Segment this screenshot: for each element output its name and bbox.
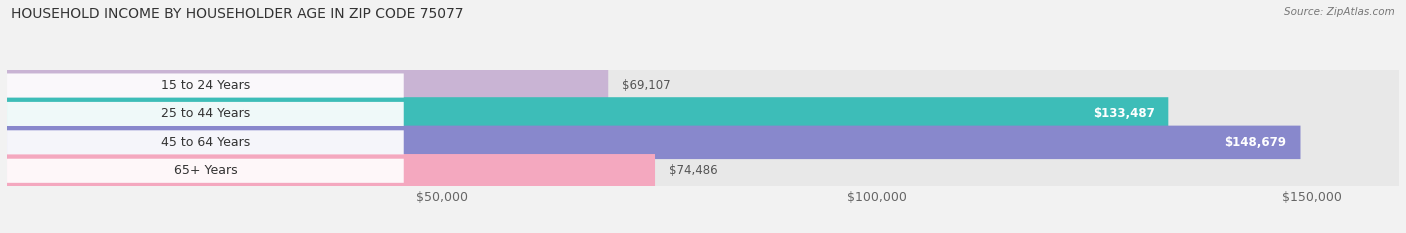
Text: $69,107: $69,107 — [621, 79, 671, 92]
FancyBboxPatch shape — [7, 154, 1399, 188]
FancyBboxPatch shape — [7, 102, 404, 126]
FancyBboxPatch shape — [7, 126, 1399, 159]
Text: 15 to 24 Years: 15 to 24 Years — [160, 79, 250, 92]
FancyBboxPatch shape — [7, 154, 655, 188]
FancyBboxPatch shape — [7, 97, 1399, 131]
Text: $74,486: $74,486 — [669, 164, 717, 177]
Text: 25 to 44 Years: 25 to 44 Years — [160, 107, 250, 120]
FancyBboxPatch shape — [7, 73, 404, 98]
FancyBboxPatch shape — [7, 69, 609, 102]
Text: HOUSEHOLD INCOME BY HOUSEHOLDER AGE IN ZIP CODE 75077: HOUSEHOLD INCOME BY HOUSEHOLDER AGE IN Z… — [11, 7, 464, 21]
FancyBboxPatch shape — [7, 97, 1168, 131]
FancyBboxPatch shape — [7, 69, 1399, 102]
Text: 45 to 64 Years: 45 to 64 Years — [160, 136, 250, 149]
FancyBboxPatch shape — [7, 159, 404, 183]
FancyBboxPatch shape — [7, 130, 404, 154]
Text: Source: ZipAtlas.com: Source: ZipAtlas.com — [1284, 7, 1395, 17]
Text: 65+ Years: 65+ Years — [173, 164, 238, 177]
FancyBboxPatch shape — [7, 126, 1301, 159]
Text: $148,679: $148,679 — [1225, 136, 1286, 149]
Text: $133,487: $133,487 — [1092, 107, 1154, 120]
